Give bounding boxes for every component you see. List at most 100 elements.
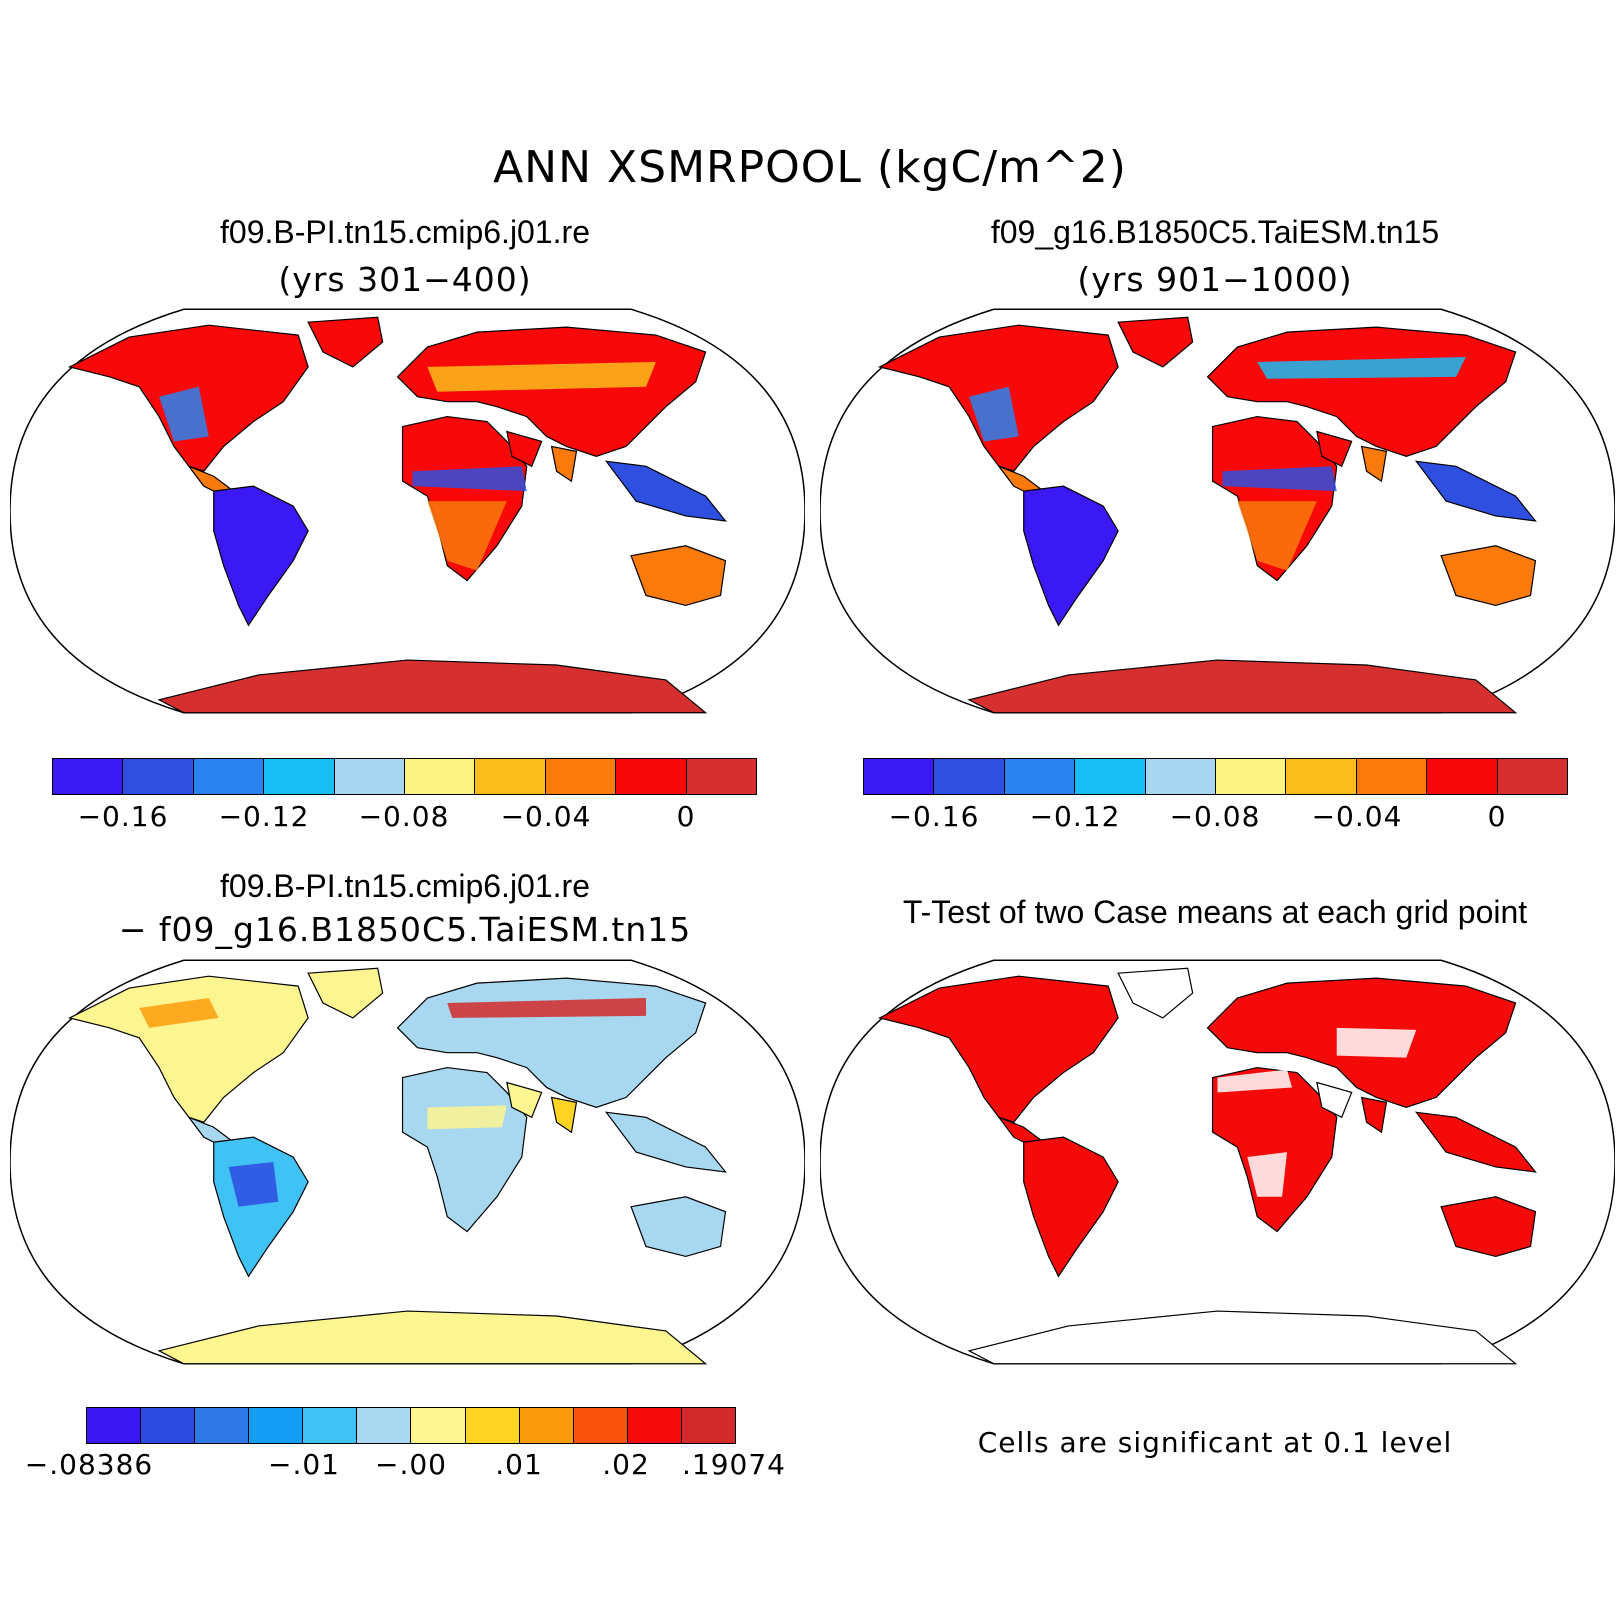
- map-top-left: [10, 308, 805, 714]
- sa-region: [213, 485, 309, 627]
- colorbar-swatch: [123, 759, 194, 794]
- eurasia-region: [396, 326, 707, 457]
- india-region: [1360, 445, 1388, 483]
- india-region: [550, 445, 578, 483]
- colorbar-swatch: [1145, 759, 1217, 794]
- colorbar-swatch: [193, 759, 265, 794]
- arabia-region: [1316, 1081, 1353, 1119]
- panel-tr-case-title: f09_g16.B1850C5.TaiESM.tn15: [990, 214, 1440, 250]
- map-bottom-left: [10, 959, 805, 1365]
- arabia-region: [1316, 430, 1353, 468]
- colorbar-swatch: [616, 759, 687, 794]
- colorbar-swatch: [334, 759, 406, 794]
- significance-note: Cells are significant at 0.1 level: [977, 1426, 1453, 1459]
- australia-region: [1440, 1196, 1537, 1258]
- colorbar-swatch: [627, 1408, 682, 1443]
- africa-region: [1211, 1066, 1338, 1233]
- shading-band: [447, 998, 646, 1018]
- shading-band: [427, 1105, 507, 1130]
- africa-region: [1211, 415, 1338, 582]
- colorbar-swatch: [1216, 759, 1287, 794]
- greenland-region: [307, 967, 384, 1019]
- colorbar-swatch: [1356, 759, 1428, 794]
- colorbar-swatch: [465, 1408, 520, 1443]
- panel-bl-minus-case: − f09_g16.B1850C5.TaiESM.tn15: [118, 910, 692, 949]
- india-region: [1360, 1096, 1388, 1134]
- australia-region: [630, 1196, 727, 1258]
- shading-band: [1222, 466, 1337, 492]
- greenland-region: [1117, 967, 1194, 1019]
- colorbar-top-left: [52, 758, 757, 795]
- panel-br-ttest-title: T-Test of two Case means at each grid po…: [902, 894, 1528, 930]
- na-region: [877, 975, 1119, 1123]
- australia-region: [630, 545, 727, 607]
- colorbar-swatch: [195, 1408, 250, 1443]
- colorbar-swatch: [573, 1408, 628, 1443]
- australia-region: [1440, 545, 1537, 607]
- colorbar-swatch: [141, 1408, 196, 1443]
- shading-band: [1217, 1069, 1293, 1093]
- shading-band: [139, 998, 219, 1028]
- na-region: [67, 975, 309, 1123]
- colorbar-swatch: [864, 759, 935, 794]
- seasia-region: [604, 1111, 727, 1173]
- sa-region: [1023, 485, 1119, 627]
- colorbar-swatch: [545, 759, 617, 794]
- colorbar-swatch: [686, 759, 757, 794]
- shading-band: [159, 386, 209, 442]
- tick-label: −0.16: [77, 800, 169, 833]
- shading-band: [228, 1162, 279, 1207]
- colorbar-swatch: [1497, 759, 1568, 794]
- shading-band: [412, 466, 527, 492]
- tick-label: −.08386: [24, 1448, 154, 1481]
- panel-tl-years: (yrs 301−400): [278, 260, 532, 299]
- colorbar-swatch: [1427, 759, 1498, 794]
- panel-bl-case-title: f09.B-PI.tn15.cmip6.j01.re: [220, 868, 590, 904]
- tick-label: −0.08: [1169, 800, 1261, 833]
- shading-band: [1336, 1027, 1417, 1058]
- colorbar-swatch: [411, 1408, 466, 1443]
- tick-label: −0.12: [218, 800, 310, 833]
- greenland-region: [1117, 316, 1194, 368]
- tick-label: 0: [1487, 800, 1507, 833]
- africa-region: [401, 415, 528, 582]
- tick-label: −0.04: [1311, 800, 1403, 833]
- colorbar-swatch: [249, 1408, 304, 1443]
- antarctica-region: [967, 659, 1518, 714]
- colorbar-swatch: [681, 1408, 735, 1443]
- arabia-region: [506, 1081, 543, 1119]
- colorbar-swatch: [87, 1408, 142, 1443]
- greenland-region: [307, 316, 384, 368]
- map-bottom-right: [820, 959, 1615, 1365]
- tick-label: −.00: [375, 1448, 447, 1481]
- antarctica-region: [157, 659, 708, 714]
- colorbar-swatch: [405, 759, 476, 794]
- colorbar-swatch: [303, 1408, 358, 1443]
- shading-band: [1247, 1152, 1288, 1197]
- colorbar-swatch: [53, 759, 124, 794]
- shading-band: [969, 386, 1019, 442]
- map-top-right: [820, 308, 1615, 714]
- colorbar-swatch: [1075, 759, 1146, 794]
- colorbar-swatch: [519, 1408, 574, 1443]
- tick-label: −0.08: [358, 800, 450, 833]
- panel-tl-case-title: f09.B-PI.tn15.cmip6.j01.re: [220, 214, 590, 250]
- figure-title: ANN XSMRPOOL (kgC/m^2): [493, 142, 1127, 193]
- shading-band: [427, 501, 507, 571]
- seasia-region: [1414, 460, 1537, 522]
- colorbar-swatch: [264, 759, 335, 794]
- tick-label: .19074: [682, 1448, 786, 1481]
- colorbar-swatch: [934, 759, 1005, 794]
- shading-band: [1237, 501, 1317, 571]
- arabia-region: [506, 430, 543, 468]
- colorbar-swatch: [475, 759, 546, 794]
- antarctica-region: [967, 1310, 1518, 1365]
- seasia-region: [1414, 1111, 1537, 1173]
- tick-label: −0.04: [500, 800, 592, 833]
- tick-label: −.01: [268, 1448, 340, 1481]
- tick-label: .02: [602, 1448, 650, 1481]
- tick-label: 0: [676, 800, 696, 833]
- tick-label: .01: [495, 1448, 543, 1481]
- colorbar-top-right: [863, 758, 1568, 795]
- tick-label: −0.12: [1029, 800, 1121, 833]
